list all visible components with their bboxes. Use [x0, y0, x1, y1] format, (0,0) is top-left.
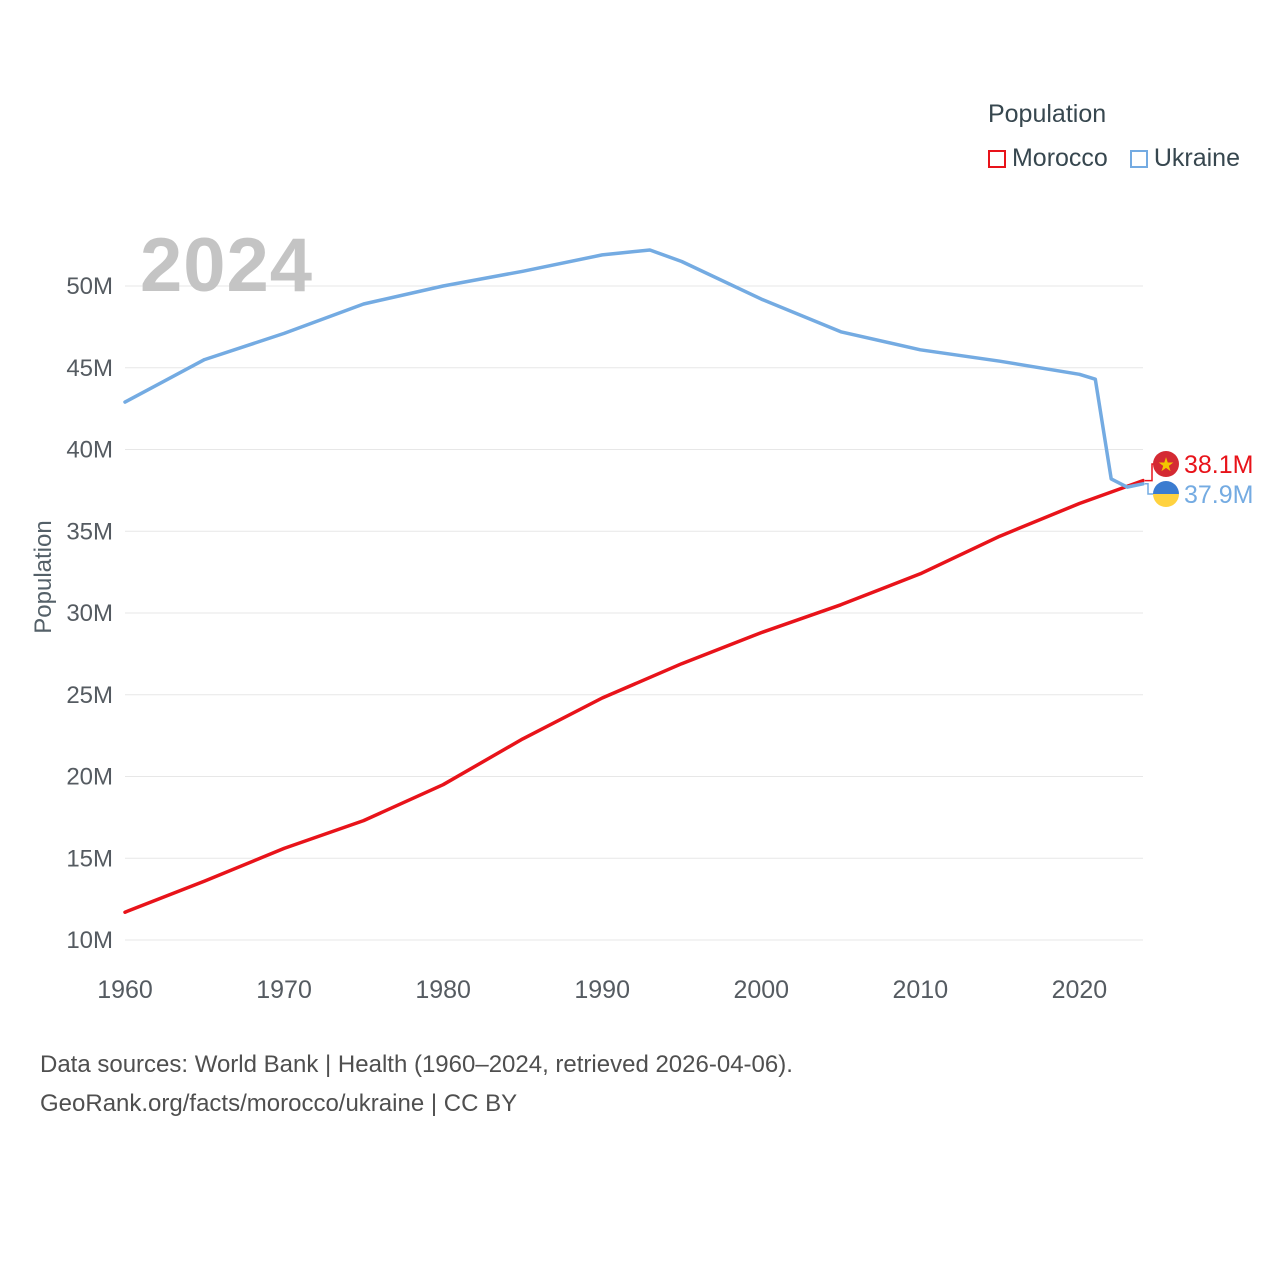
end-label-connector — [1145, 483, 1155, 495]
y-tick-label: 15M — [66, 845, 113, 872]
morocco-swatch-icon — [987, 149, 1006, 168]
ukraine-flag-icon — [1153, 481, 1179, 507]
footer-data-sources: Data sources: World Bank | Health (1960–… — [40, 1051, 793, 1078]
x-tick-label: 1980 — [415, 976, 471, 1004]
legend-items: Morocco Ukraine — [987, 144, 1240, 173]
x-tick-label: 2010 — [893, 976, 949, 1004]
series-line-morocco[interactable] — [123, 478, 1145, 914]
legend-title: Population — [987, 100, 1107, 128]
svg-text:★: ★ — [1157, 455, 1174, 476]
y-tick-label: 35M — [66, 518, 113, 545]
x-tick-label: 2000 — [733, 976, 789, 1004]
series-line-ukraine[interactable] — [123, 248, 1145, 489]
y-tick-label: 10M — [66, 927, 113, 954]
x-tick-label: 2020 — [1052, 976, 1108, 1004]
x-tick-label: 1960 — [97, 976, 153, 1004]
x-tick-label: 1990 — [574, 976, 630, 1004]
legend-item-morocco[interactable]: Morocco — [987, 144, 1108, 173]
y-tick-label: 25M — [66, 682, 113, 709]
footer-attribution-link: GeoRank.org/facts/morocco/ukraine | CC B… — [40, 1089, 518, 1117]
y-tick-label: 40M — [66, 437, 113, 464]
end-value-label-ukraine: 37.9M — [1184, 481, 1253, 509]
end-value-label-morocco: 38.1M — [1184, 451, 1253, 479]
y-tick-label: 30M — [66, 600, 113, 627]
legend-item-ukraine[interactable]: Ukraine — [1129, 144, 1240, 173]
y-tick-label: 45M — [66, 355, 113, 382]
legend-item-label: Morocco — [1011, 144, 1108, 172]
ukraine-swatch-icon — [1129, 149, 1148, 168]
legend-item-label: Ukraine — [1153, 144, 1240, 172]
y-axis-title: Population — [30, 520, 57, 634]
x-tick-label: 1970 — [256, 976, 312, 1004]
y-tick-label: 20M — [66, 764, 113, 791]
year-watermark: 2024 — [140, 223, 314, 308]
y-tick-label: 50M — [66, 273, 113, 300]
morocco-flag-icon: ★ — [1153, 451, 1179, 477]
legend: Population Morocco Ukraine — [987, 100, 1240, 173]
footer: Data sources: World Bank | Health (1960–… — [40, 1046, 793, 1124]
